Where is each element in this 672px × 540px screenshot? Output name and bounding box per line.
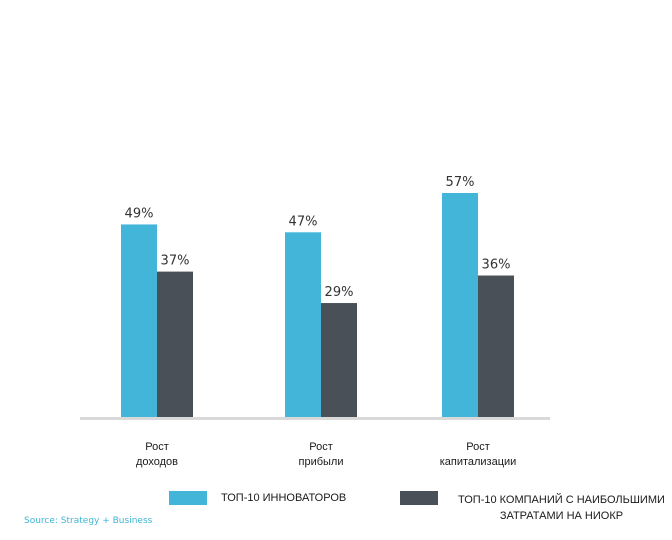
category-label-revenue-line1: Рост (145, 441, 169, 453)
bar-capitalization-series2 (478, 275, 514, 417)
value-label-revenue-series2: 37% (161, 254, 190, 269)
value-label-profit-series2: 29% (325, 285, 354, 300)
bar-revenue-series2 (157, 271, 193, 417)
legend-label-rd-line1: ТОП-10 КОМПАНИЙ С НАИБОЛЬШИМИ (458, 494, 665, 506)
legend-item-rd-spenders: ТОП-10 КОМПАНИЙ С НАИБОЛЬШИМИ ЗАТРАТАМИ … (400, 491, 665, 524)
bar-profit-series1 (285, 232, 321, 417)
value-label-revenue-series1: 49% (125, 206, 154, 221)
category-label-profit-line1: Рост (309, 441, 333, 453)
value-label-profit-series1: 47% (289, 214, 318, 229)
bar-revenue-series1 (121, 224, 157, 417)
category-label-profit-line2: прибыли (299, 456, 344, 468)
legend-label-rd-spenders: ТОП-10 КОМПАНИЙ С НАИБОЛЬШИМИ ЗАТРАТАМИ … (458, 492, 665, 524)
legend-label-innovators: ТОП-10 ИННОВАТОРОВ (221, 492, 347, 504)
source-note: Source: Strategy + Business (24, 516, 153, 526)
category-label-capitalization-line1: Рост (466, 441, 490, 453)
bar-profit-series2 (321, 303, 357, 417)
bar-capitalization-series1 (442, 193, 478, 417)
value-label-capitalization-series1: 57% (446, 175, 475, 190)
legend-item-innovators: ТОП-10 ИННОВАТОРОВ (169, 491, 346, 505)
legend-label-rd-line2: ЗАТРАТАМИ НА НИОКР (499, 510, 624, 522)
value-label-capitalization-series2: 36% (482, 258, 511, 273)
legend-swatch-rd-spenders (400, 491, 438, 505)
category-label-revenue-line2: доходов (136, 456, 178, 468)
legend-swatch-innovators (169, 491, 207, 505)
category-label-capitalization-line2: капитализации (440, 456, 517, 468)
x-axis-baseline (80, 417, 550, 420)
